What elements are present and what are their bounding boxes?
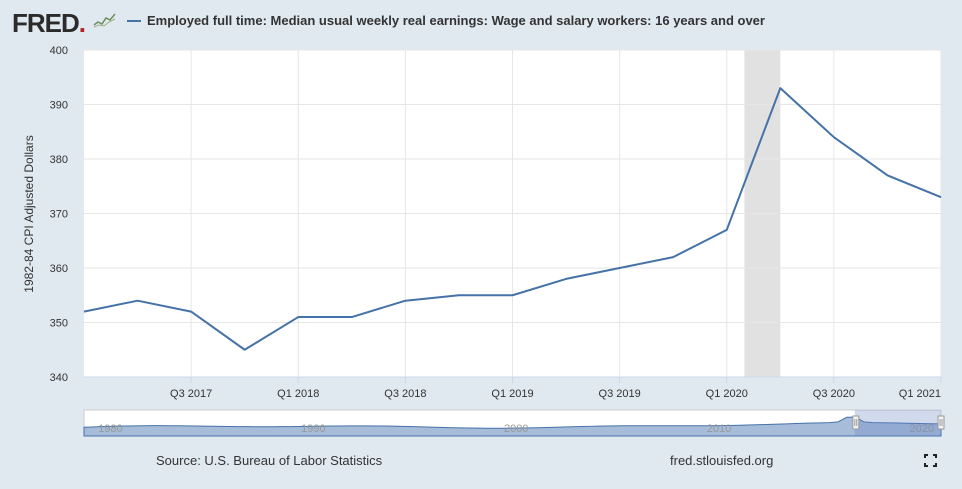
x-tick-label: Q1 2019 — [491, 388, 533, 400]
navigator-year-label: 1980 — [98, 423, 122, 435]
navigator-year-label: 2000 — [504, 423, 528, 435]
legend-line-swatch — [127, 19, 141, 22]
navigator-year-label: 1990 — [301, 423, 325, 435]
navigator-series — [83, 416, 942, 437]
x-tick-label: Q3 2019 — [599, 388, 641, 400]
y-tick-label: 390 — [50, 100, 68, 112]
legend-series-name: Employed full time: Median usual weekly … — [147, 13, 765, 28]
y-tick-label: 380 — [50, 154, 68, 166]
x-tick-label: Q1 2018 — [277, 388, 319, 400]
navigator-selection[interactable] — [854, 410, 941, 436]
x-tick-label: Q3 2018 — [384, 388, 426, 400]
navigator-year-label: 2010 — [707, 423, 731, 435]
x-tick-label: Q3 2017 — [170, 388, 212, 400]
source-text: Source: U.S. Bureau of Labor Statistics — [156, 453, 383, 468]
fred-logo-text: FRED — [12, 8, 80, 38]
y-tick-label: 350 — [50, 318, 68, 330]
chart-legend[interactable]: Employed full time: Median usual weekly … — [127, 13, 765, 28]
x-tick-label: Q1 2020 — [706, 388, 748, 400]
y-tick-label: 340 — [50, 372, 68, 384]
fullscreen-expand-icon[interactable] — [924, 454, 937, 467]
x-tick-label: Q1 2021 — [899, 388, 941, 400]
y-tick-label: 370 — [50, 209, 68, 221]
fred-logo[interactable]: FRED. — [12, 8, 86, 39]
fred-url-link[interactable]: fred.stlouisfed.org — [670, 453, 774, 468]
y-tick-label: 360 — [50, 263, 68, 275]
navigator-handle[interactable] — [937, 415, 945, 430]
fred-logo-sparkline-icon — [93, 12, 117, 28]
fred-logo-dot: . — [78, 8, 86, 38]
x-tick-label: Q3 2020 — [813, 388, 855, 400]
navigator-year-label: 2020 — [910, 423, 934, 435]
navigator-handle[interactable] — [852, 415, 860, 430]
y-tick-label: 400 — [50, 45, 68, 57]
